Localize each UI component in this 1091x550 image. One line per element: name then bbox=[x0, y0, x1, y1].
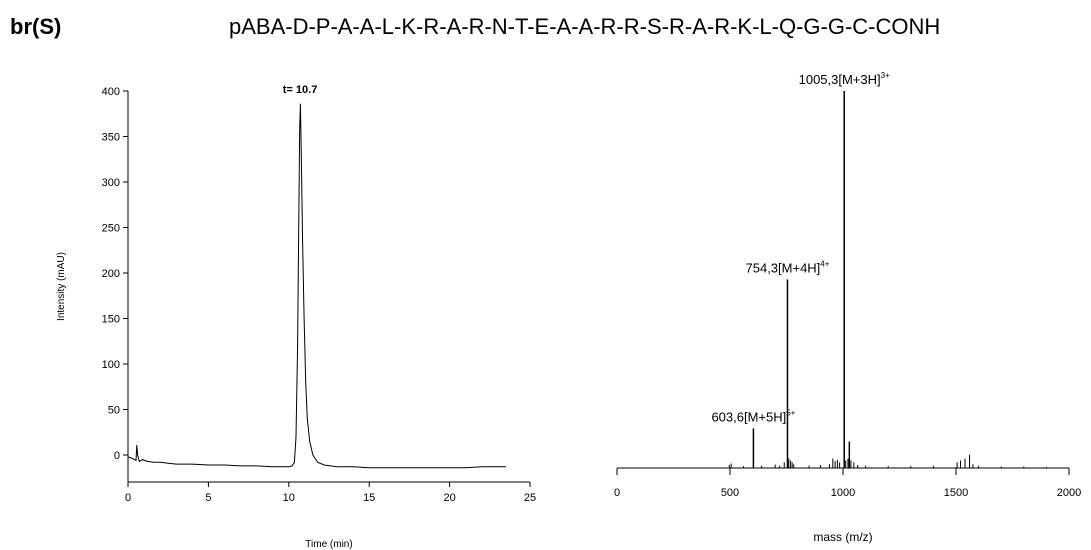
ms-labels: mass (m/z) 1005,3[M+3H]3+ 754,3[M+4H]4+ 603… bbox=[711, 71, 890, 544]
hplc-y-tick-label: 200 bbox=[102, 268, 120, 280]
peptide-sequence: pABA-D-P-A-A-L-K-R-A-R-N-T-E-A-A-R-R-S-R… bbox=[229, 14, 941, 39]
hplc-y-axis-title: Intensity (mAU) bbox=[56, 252, 67, 321]
ms-peaks bbox=[728, 91, 1047, 468]
ms-x-tick-label: 0 bbox=[614, 487, 620, 499]
hplc-x-tick-label: 15 bbox=[363, 492, 375, 504]
ms-x-tick-label: 2000 bbox=[1057, 487, 1081, 499]
hplc-trace bbox=[127, 103, 506, 469]
hplc-x-tick-label: 0 bbox=[125, 492, 131, 504]
hplc-y-tick-label: 150 bbox=[102, 314, 120, 326]
ms-peak-label: 1005,3[M+3H]3+ bbox=[799, 71, 890, 87]
hplc-x-axis-title: Time (min) bbox=[305, 539, 352, 550]
ms-peak-label: 603,6[M+5H]5+ bbox=[711, 408, 795, 424]
hplc-y-tick-label: 100 bbox=[102, 359, 120, 371]
ms-x-tick-label: 500 bbox=[721, 487, 739, 499]
ms-axes: 0 500 1000 1500 2000 bbox=[614, 467, 1081, 499]
hplc-y-tick-label: 50 bbox=[108, 405, 120, 417]
retention-time-label: t= 10.7 bbox=[283, 84, 318, 96]
hplc-y-tick-label: 400 bbox=[102, 86, 120, 98]
hplc-y-tick-label: 300 bbox=[102, 177, 120, 189]
hplc-axes: 0 50 100 150 200 250 300 350 400 0 5 10 15 20 25 bbox=[102, 86, 536, 504]
figure-label: br(S) bbox=[10, 14, 62, 39]
hplc-y-tick-label: 350 bbox=[102, 132, 120, 144]
hplc-x-tick-label: 25 bbox=[524, 492, 536, 504]
hplc-y-tick-label: 0 bbox=[114, 450, 120, 462]
hplc-labels: Time (min) Intensity (mAU) t= 10.7 bbox=[56, 84, 353, 550]
hplc-x-tick-label: 20 bbox=[443, 492, 455, 504]
hplc-x-tick-label: 5 bbox=[205, 492, 211, 504]
hplc-x-tick-label: 10 bbox=[283, 492, 295, 504]
ms-x-axis-title: mass (m/z) bbox=[813, 530, 872, 544]
hplc-y-tick-label: 250 bbox=[102, 223, 120, 235]
ms-x-tick-label: 1000 bbox=[831, 487, 855, 499]
ms-x-tick-label: 1500 bbox=[944, 487, 968, 499]
ms-peak-label: 754,3[M+4H]4+ bbox=[746, 260, 830, 276]
